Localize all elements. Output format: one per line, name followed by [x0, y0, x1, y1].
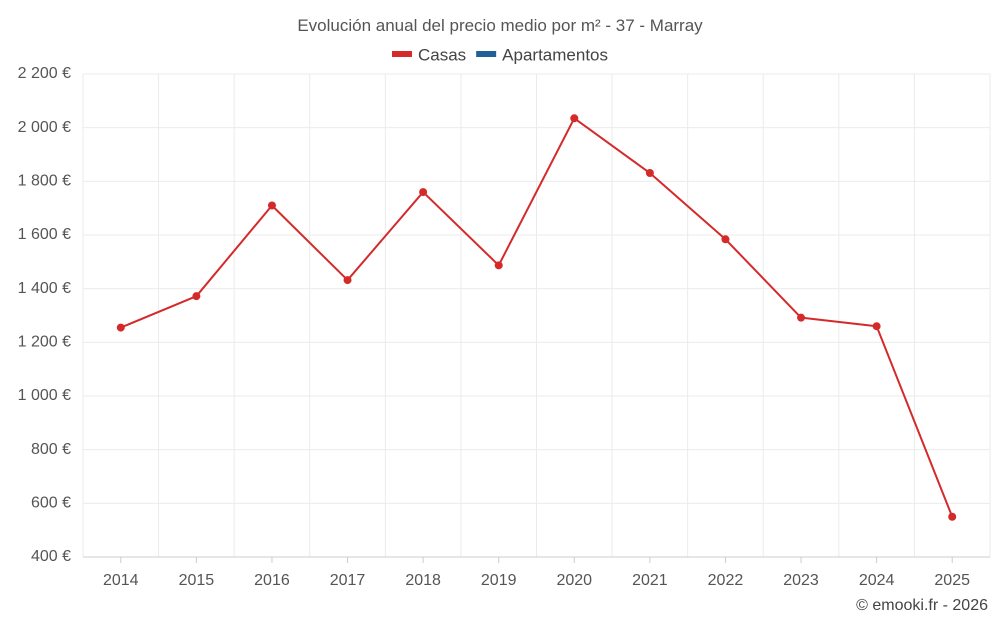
x-tick-label: 2016	[254, 572, 290, 589]
y-tick-label: 1 800 €	[18, 173, 71, 190]
data-point[interactable]	[116, 323, 125, 332]
y-axis-ticks: 2 200 € 2 000 € 1 800 € 1 600 € 1 400 € 1 200…	[18, 65, 71, 565]
data-point[interactable]	[948, 512, 957, 521]
credit-text: © emooki.fr - 2026	[856, 597, 988, 614]
legend-label: Casas	[418, 45, 466, 64]
data-point[interactable]	[872, 322, 881, 331]
legend-swatch	[391, 51, 412, 57]
data-point[interactable]	[267, 201, 276, 210]
chart-title: Evolución anual del precio medio por m² …	[297, 16, 703, 35]
x-tick-label: 2017	[330, 572, 366, 589]
x-tick-label: 2019	[481, 572, 517, 589]
x-tick-label: 2022	[708, 572, 744, 589]
y-tick-label: 2 000 €	[18, 119, 71, 136]
y-tick-label: 1 200 €	[18, 334, 71, 351]
x-tick-label: 2023	[783, 572, 819, 589]
series-line	[120, 117, 954, 518]
data-point[interactable]	[721, 235, 730, 244]
data-point[interactable]	[797, 313, 806, 322]
y-tick-label: 1 600 €	[18, 226, 71, 243]
data-point[interactable]	[419, 188, 428, 197]
data-point[interactable]	[343, 276, 352, 285]
x-tick-label: 2018	[405, 572, 441, 589]
data-point[interactable]	[645, 169, 654, 178]
data-point[interactable]	[192, 292, 201, 301]
legend-item-apartamentos[interactable]: Apartamentos	[476, 45, 608, 64]
legend-swatch	[476, 51, 497, 57]
data-point[interactable]	[494, 261, 503, 270]
y-tick-label: 600 €	[31, 495, 71, 512]
x-axis-ticks: 2014 2015 2016 2017 2018 2019 2020 2021 2022 2023…	[103, 557, 970, 589]
legend-item-casas[interactable]: Casas	[391, 45, 466, 64]
grid-lines	[82, 73, 991, 558]
series-group	[116, 114, 957, 521]
x-tick-label: 2014	[103, 572, 139, 589]
series-casas	[116, 114, 957, 521]
legend: Casas Apartamentos	[391, 45, 608, 64]
x-tick-label: 2021	[632, 572, 668, 589]
y-tick-label: 800 €	[31, 441, 71, 458]
x-tick-label: 2015	[179, 572, 215, 589]
y-tick-label: 2 200 €	[18, 65, 71, 82]
legend-label: Apartamentos	[502, 45, 608, 64]
y-tick-label: 1 400 €	[18, 280, 71, 297]
y-tick-label: 1 000 €	[18, 387, 71, 404]
y-tick-label: 400 €	[31, 548, 71, 565]
x-tick-label: 2020	[556, 572, 592, 589]
x-tick-label: 2024	[859, 572, 895, 589]
data-point[interactable]	[570, 114, 579, 123]
x-tick-label: 2025	[934, 572, 970, 589]
